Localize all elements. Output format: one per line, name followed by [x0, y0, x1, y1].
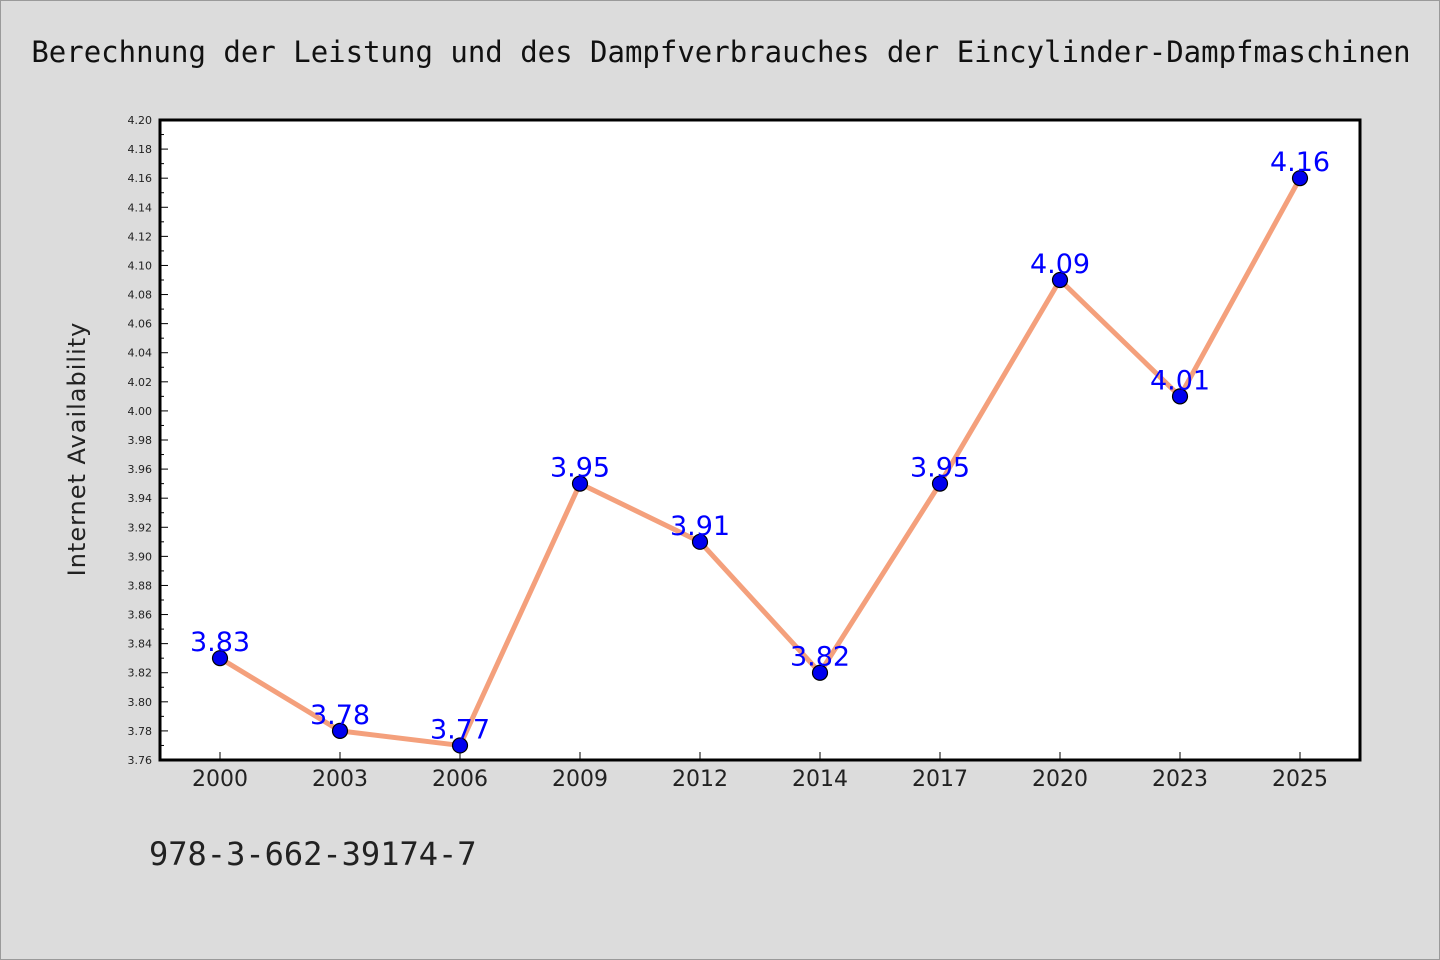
- data-label: 3.95: [910, 453, 970, 484]
- y-tick-label: 3.76: [128, 754, 153, 767]
- x-tick-label: 2025: [1272, 767, 1328, 792]
- data-label: 3.95: [550, 453, 610, 484]
- y-tick-label: 3.92: [128, 521, 153, 534]
- data-point: [451, 737, 469, 754]
- footnote-isbn: 978-3-662-39174-7: [149, 835, 477, 873]
- x-tick-label: 2003: [312, 767, 368, 792]
- y-tick-label: 4.06: [128, 318, 153, 331]
- data-point: [571, 475, 589, 492]
- y-tick-label: 4.08: [128, 289, 153, 302]
- plot-area: [160, 120, 1360, 760]
- x-tick-label: 2020: [1032, 767, 1088, 792]
- data-point: [211, 650, 229, 667]
- x-tick-label: 2012: [672, 767, 728, 792]
- y-tick-label: 4.18: [128, 143, 153, 156]
- y-tick-label: 3.82: [128, 667, 153, 680]
- y-tick-label: 3.88: [128, 579, 153, 592]
- y-tick-label: 3.90: [128, 550, 153, 563]
- data-label: 3.78: [310, 700, 370, 731]
- y-tick-label: 4.14: [128, 201, 153, 214]
- chart-title: Berechnung der Leistung und des Dampfver…: [31, 35, 1411, 69]
- y-tick-label: 3.96: [128, 463, 153, 476]
- data-point: [931, 475, 949, 492]
- series-line: [217, 175, 1303, 748]
- y-tick-label: 3.84: [128, 638, 153, 651]
- y-tick-label: 3.80: [128, 696, 153, 709]
- x-tick-label: 2017: [912, 767, 968, 792]
- y-tick-label: 3.94: [128, 492, 153, 505]
- data-point: [811, 664, 829, 681]
- data-label: 4.16: [1270, 147, 1330, 178]
- y-tick-label: 3.98: [128, 434, 153, 447]
- data-label: 4.01: [1150, 365, 1210, 396]
- y-tick-label: 4.12: [128, 230, 153, 243]
- y-tick-label: 4.20: [128, 114, 153, 127]
- y-tick-label: 4.02: [128, 376, 153, 389]
- y-tick-label: 3.78: [128, 725, 153, 738]
- data-point: [1051, 271, 1069, 289]
- plot-frame: [158, 118, 1362, 762]
- y-tick-label: 4.10: [128, 259, 153, 272]
- x-tick-label: 2006: [432, 767, 488, 792]
- data-point: [1171, 388, 1189, 405]
- data-label: 3.82: [790, 642, 850, 673]
- x-tick-label: 2009: [552, 767, 608, 792]
- data-label: 4.09: [1030, 249, 1090, 280]
- data-label: 3.83: [190, 627, 250, 658]
- data-point: [691, 533, 709, 550]
- x-tick-label: 2000: [192, 767, 248, 792]
- y-tick-label: 4.00: [128, 405, 153, 418]
- y-tick-label: 4.16: [128, 172, 153, 185]
- data-point: [331, 722, 349, 740]
- x-tick-label: 2014: [792, 767, 848, 792]
- y-tick-label: 4.04: [128, 347, 153, 360]
- data-label: 3.91: [670, 511, 730, 542]
- x-tick-label: 2023: [1152, 767, 1208, 792]
- data-label: 3.77: [430, 714, 490, 745]
- y-tick-label: 3.86: [128, 609, 153, 622]
- data-point: [1291, 170, 1309, 187]
